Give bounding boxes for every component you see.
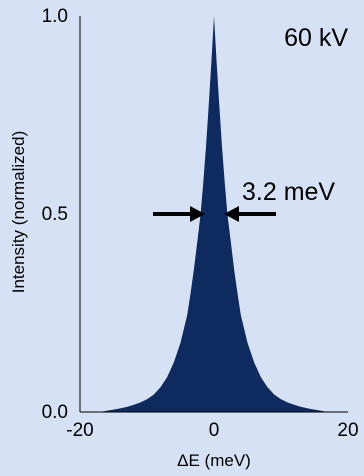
y-tick-label-2: 1.0 [42,6,68,27]
x-tick-label-1: 0 [209,420,220,441]
y-tick-label-0: 0.0 [42,402,68,423]
y-axis-label: Intensity (normalized) [9,131,28,294]
x-axis-label: ΔE (meV) [177,451,251,470]
fwhm-right-arrow [224,206,276,222]
voltage-annotation: 60 kV [284,24,348,52]
x-tick-label-0: -20 [66,420,93,441]
fwhm-annotation: 3.2 meV [242,178,335,206]
peak-area [100,16,328,412]
y-tick-label-1: 0.5 [42,204,68,225]
fwhm-left-arrow [153,206,205,222]
x-tick-label-2: 20 [337,420,358,441]
plot-area [100,16,328,412]
